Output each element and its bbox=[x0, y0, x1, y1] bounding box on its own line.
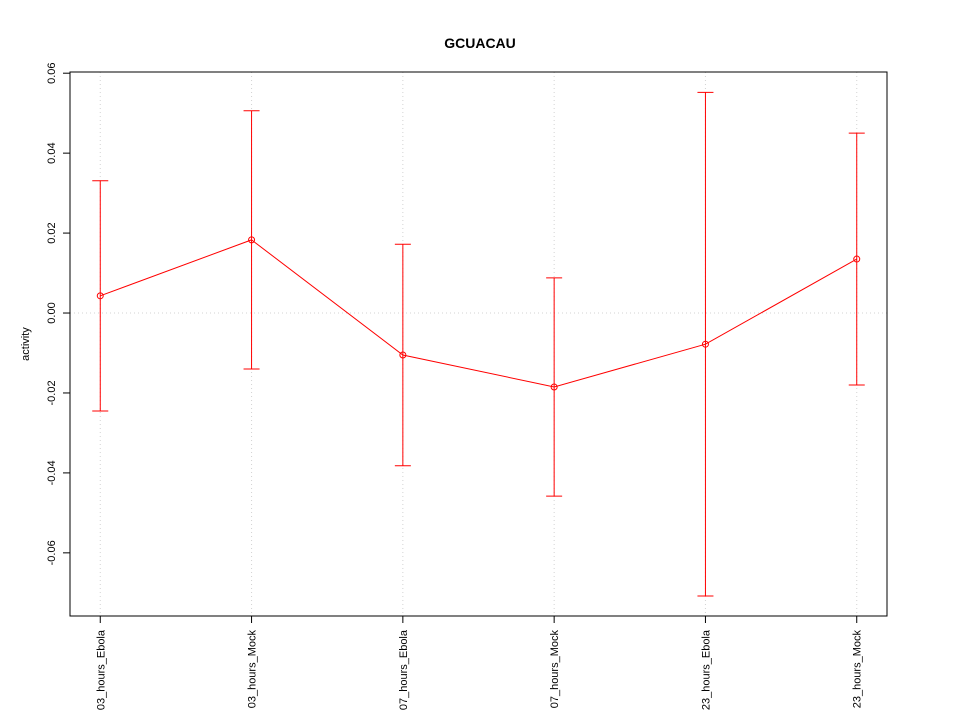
y-tick-label: -0.02 bbox=[46, 380, 58, 405]
line bbox=[100, 239, 857, 388]
x-tick-label: 07_hours_Mock bbox=[549, 630, 561, 709]
chart-title: GCUACAU bbox=[444, 35, 516, 51]
y-axis-label: activity bbox=[20, 327, 32, 361]
point bbox=[550, 383, 558, 391]
y-tick-label: 0.04 bbox=[46, 142, 58, 163]
y-tick-label: -0.06 bbox=[46, 540, 58, 565]
point bbox=[701, 340, 709, 348]
y-tick-label: -0.04 bbox=[46, 460, 58, 485]
x-tick-label: 23_hours_Ebola bbox=[700, 629, 712, 710]
y-tick-label: 0.02 bbox=[46, 222, 58, 243]
point bbox=[96, 292, 104, 300]
point bbox=[248, 236, 256, 244]
x-tick-label: 03_hours_Ebola bbox=[95, 629, 107, 710]
y-tick-label: 0.00 bbox=[46, 302, 58, 323]
plot-border bbox=[69, 71, 888, 617]
point bbox=[399, 351, 407, 359]
x-tick-label: 03_hours_Mock bbox=[247, 630, 259, 709]
point bbox=[853, 255, 861, 263]
x-tick-label: 23_hours_Mock bbox=[852, 630, 864, 709]
y-tick-label: 0.06 bbox=[46, 62, 58, 83]
x-tick-label: 07_hours_Ebola bbox=[398, 629, 410, 710]
